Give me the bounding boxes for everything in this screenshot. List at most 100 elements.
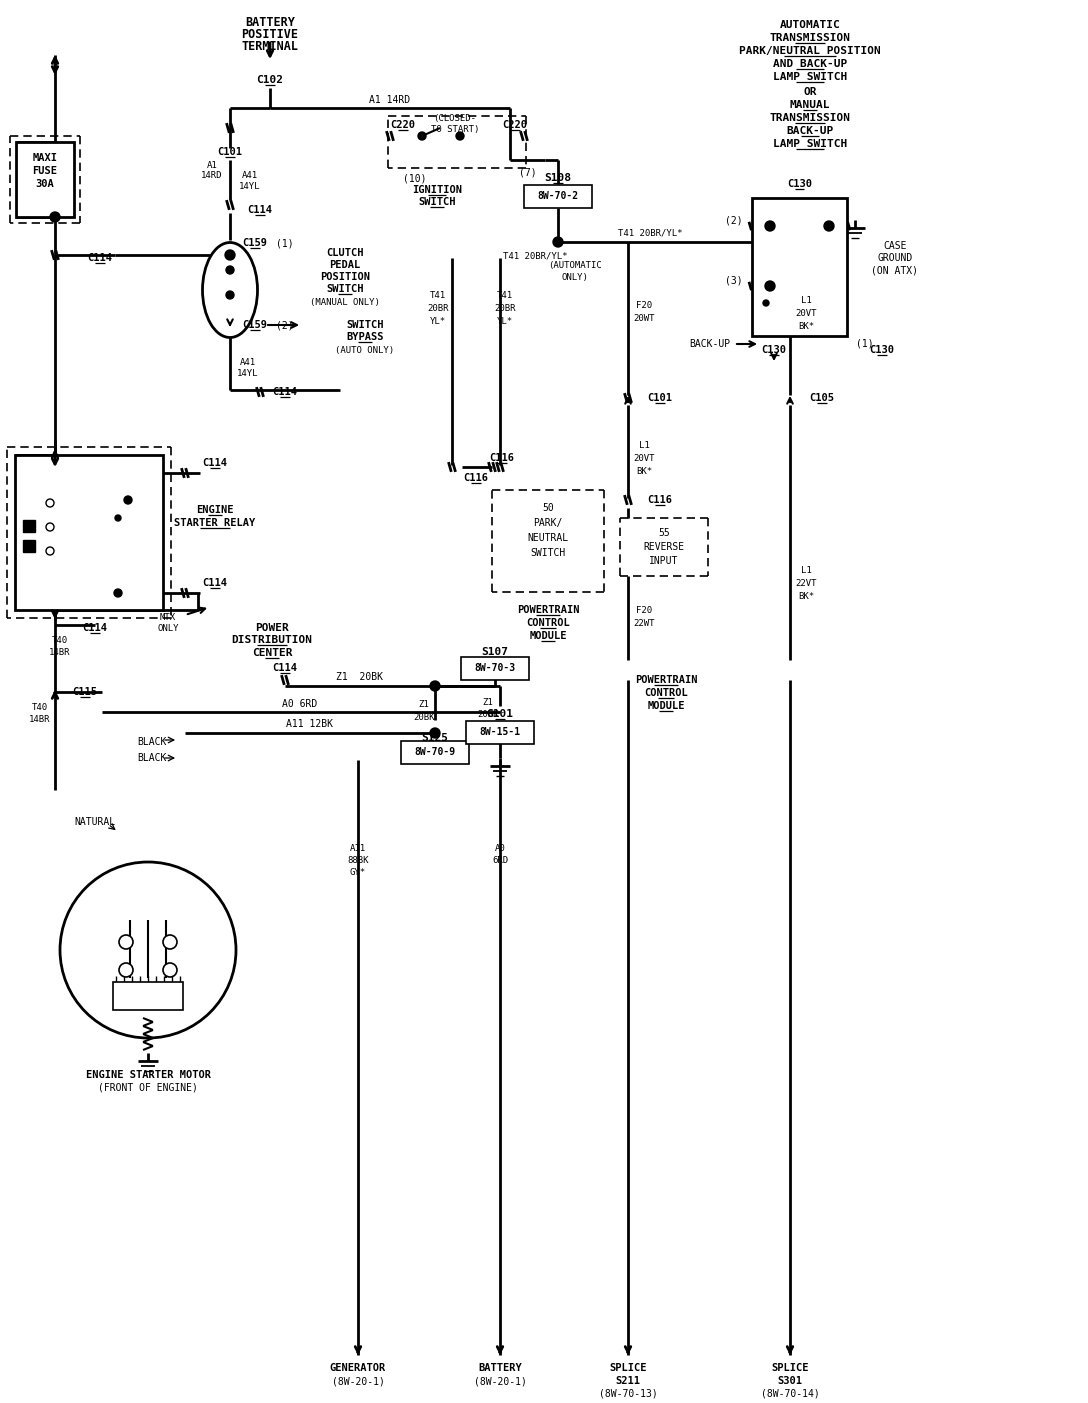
Circle shape [46, 547, 54, 556]
Text: (2): (2) [276, 320, 294, 330]
Bar [752, 198, 846, 335]
Text: S107: S107 [482, 647, 508, 657]
Text: F20: F20 [636, 300, 652, 310]
Text: A41: A41 [242, 171, 258, 180]
Text: (2): (2) [726, 215, 743, 224]
Text: 22WT: 22WT [633, 619, 655, 627]
Text: A0 6RD: A0 6RD [283, 699, 318, 709]
Text: C130: C130 [869, 345, 894, 355]
Text: 30A: 30A [36, 180, 54, 189]
Bar [401, 741, 469, 763]
Text: A1: A1 [207, 160, 218, 170]
Bar [524, 185, 592, 208]
Circle shape [163, 934, 177, 948]
Text: 22VT: 22VT [795, 578, 817, 588]
Text: CASE: CASE [883, 241, 906, 251]
Text: BATTERY: BATTERY [478, 1362, 522, 1374]
Text: 20BR: 20BR [494, 303, 516, 313]
Text: T41: T41 [497, 290, 514, 299]
Text: 20WT: 20WT [633, 313, 655, 323]
Circle shape [124, 497, 132, 504]
Circle shape [430, 728, 440, 738]
Text: 20BR: 20BR [428, 303, 448, 313]
Bar [15, 455, 163, 610]
Circle shape [225, 250, 235, 260]
Text: BK*: BK* [636, 467, 652, 476]
Text: LAMP SWITCH: LAMP SWITCH [772, 139, 848, 149]
Text: C102: C102 [257, 74, 284, 86]
Text: 8W-15-1: 8W-15-1 [480, 727, 520, 737]
Text: T41: T41 [430, 290, 446, 299]
Text: 14YL: 14YL [239, 181, 261, 191]
Text: BACK-UP: BACK-UP [690, 340, 730, 349]
Text: STARTER RELAY: STARTER RELAY [174, 518, 256, 528]
Text: TO START): TO START) [431, 125, 479, 133]
Text: 20VT: 20VT [633, 453, 655, 463]
Text: L1: L1 [639, 441, 650, 449]
Text: C114: C114 [247, 205, 272, 215]
Text: (CLOSED-: (CLOSED- [433, 114, 477, 122]
Text: PEDAL: PEDAL [330, 260, 360, 269]
Text: C114: C114 [202, 578, 227, 588]
Text: POSITION: POSITION [320, 272, 370, 282]
Text: 20BK: 20BK [478, 710, 498, 718]
Text: (ON ATX): (ON ATX) [871, 265, 918, 275]
Text: SWITCH: SWITCH [326, 283, 363, 295]
Text: (8W-20-1): (8W-20-1) [332, 1376, 384, 1386]
Text: A11 12BK: A11 12BK [286, 718, 334, 730]
Text: PARK/: PARK/ [533, 518, 562, 528]
Text: ONLY): ONLY) [561, 272, 589, 282]
Text: CLUTCH: CLUTCH [326, 248, 363, 258]
Text: 8W-70-2: 8W-70-2 [537, 191, 579, 201]
Text: C220: C220 [503, 121, 528, 130]
Text: POWERTRAIN: POWERTRAIN [517, 605, 579, 615]
Text: 14BR: 14BR [49, 648, 71, 657]
Text: MAXI: MAXI [33, 153, 58, 163]
Text: REVERSE: REVERSE [643, 542, 684, 551]
Circle shape [824, 222, 834, 231]
Text: 55: 55 [658, 528, 670, 537]
Text: TERMINAL: TERMINAL [242, 39, 298, 52]
Text: C159: C159 [243, 239, 268, 248]
Text: C116: C116 [647, 495, 672, 505]
Text: C101: C101 [647, 393, 672, 403]
Circle shape [430, 680, 440, 692]
Circle shape [418, 132, 426, 140]
Text: NATURAL: NATURAL [74, 817, 115, 826]
Text: BATTERY: BATTERY [245, 15, 295, 28]
Text: PARK/NEUTRAL POSITION: PARK/NEUTRAL POSITION [739, 46, 881, 56]
Text: GROUND: GROUND [877, 253, 913, 262]
Text: YL*: YL* [497, 317, 514, 325]
Text: 20BK: 20BK [413, 713, 435, 721]
Text: (AUTO ONLY): (AUTO ONLY) [335, 345, 395, 355]
Text: 14RD: 14RD [201, 171, 223, 180]
Text: S108: S108 [544, 173, 571, 182]
Text: POSITIVE: POSITIVE [242, 28, 298, 41]
Text: 8W-70-9: 8W-70-9 [415, 746, 456, 758]
Text: C114: C114 [272, 387, 297, 397]
Text: 88BK: 88BK [347, 856, 369, 864]
Text: C159: C159 [243, 320, 268, 330]
Text: 14BR: 14BR [29, 714, 51, 724]
Text: SWITCH: SWITCH [530, 549, 566, 558]
Ellipse shape [202, 243, 258, 338]
Text: C116: C116 [490, 453, 515, 463]
Text: A41: A41 [240, 358, 256, 366]
Text: MTX: MTX [160, 613, 176, 622]
Text: (8W-70-14): (8W-70-14) [761, 1388, 819, 1397]
Text: 6RD: 6RD [492, 856, 508, 864]
Text: FUSE: FUSE [33, 166, 58, 175]
Text: T41 20BR/YL*: T41 20BR/YL* [503, 251, 567, 261]
Text: POWER: POWER [255, 623, 289, 633]
Text: T40: T40 [32, 703, 48, 711]
Text: MODULE: MODULE [647, 702, 684, 711]
Circle shape [226, 290, 234, 299]
Circle shape [119, 934, 133, 948]
Bar [461, 657, 529, 679]
Text: (8W-20-1): (8W-20-1) [473, 1376, 527, 1386]
Circle shape [456, 132, 463, 140]
Text: GY*: GY* [350, 867, 366, 877]
Text: (8W-70-13): (8W-70-13) [598, 1388, 657, 1397]
Text: C114: C114 [272, 664, 297, 673]
Circle shape [765, 281, 775, 290]
